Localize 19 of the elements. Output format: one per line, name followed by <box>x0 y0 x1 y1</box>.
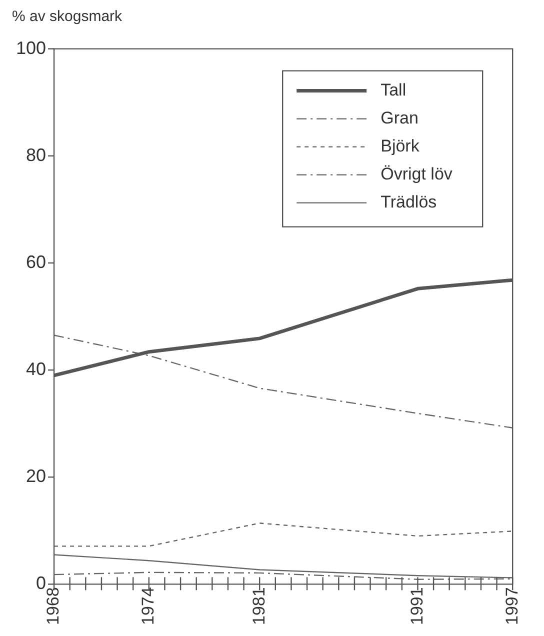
y-axis-title: % av skogsmark <box>11 8 124 27</box>
x-tick-label: 1997 <box>502 587 522 626</box>
y-tick-label: 80 <box>26 144 46 165</box>
x-tick-label: 1968 <box>44 587 63 626</box>
x-tick-label: 1991 <box>407 587 426 626</box>
line-series <box>54 522 513 547</box>
x-tick-label: 1981 <box>249 587 268 626</box>
x-tick-label: 1974 <box>138 587 158 626</box>
legend-label: Trädlös <box>380 192 437 212</box>
legend-label: Övrigt löv <box>380 164 453 184</box>
legend-label: Tall <box>380 80 406 100</box>
y-tick-label: 60 <box>26 252 46 272</box>
y-tick-label: 100 <box>16 38 46 58</box>
legend-label: Gran <box>380 108 418 128</box>
line-series <box>54 334 513 428</box>
y-tick-label: 20 <box>26 466 46 486</box>
y-tick-label: 0 <box>36 573 46 594</box>
legend-label: Björk <box>380 136 420 156</box>
y-tick-label: 40 <box>26 359 46 379</box>
